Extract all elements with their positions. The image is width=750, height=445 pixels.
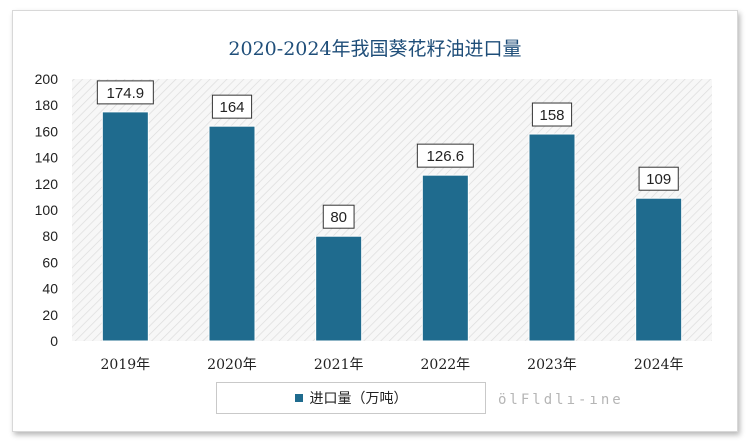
y-tick-label: 100	[35, 202, 59, 218]
data-label-box	[638, 166, 679, 191]
y-tick-label: 0	[50, 333, 58, 349]
data-label: 164	[219, 99, 244, 116]
y-tick-label: 60	[42, 254, 58, 270]
bar-2	[315, 235, 363, 342]
legend-label: 进口量（万吨）	[309, 391, 408, 407]
y-tick-label: 160	[35, 123, 59, 139]
data-label: 109	[646, 171, 671, 188]
watermark: ölFldlı-ıne	[498, 392, 624, 408]
y-tick-label: 120	[35, 176, 59, 192]
x-tick-label: 2022年	[421, 357, 471, 373]
x-tick-label: 2023年	[527, 357, 577, 373]
x-tick-label: 2020年	[207, 357, 257, 373]
y-tick-label: 140	[35, 150, 59, 166]
y-tick-label: 180	[35, 97, 59, 113]
data-label: 158	[539, 107, 564, 124]
data-label: 126.6	[427, 148, 465, 165]
legend-swatch	[294, 394, 303, 402]
x-tick-label: 2024年	[634, 357, 684, 373]
data-label: 174.9	[107, 85, 145, 102]
y-tick-label: 20	[42, 307, 58, 323]
plot-area	[72, 79, 712, 341]
chart-title: 2020-2024年我国葵花籽油进口量	[228, 38, 522, 60]
bar-4	[528, 133, 576, 342]
x-tick-label: 2019年	[101, 357, 151, 373]
data-label-box	[322, 204, 355, 229]
data-label-box	[416, 143, 474, 168]
bar-1	[208, 125, 256, 342]
data-label-box	[96, 80, 154, 105]
x-tick-label: 2021年	[314, 357, 364, 373]
data-label-box	[531, 102, 573, 127]
data-label: 80	[330, 209, 347, 226]
bar-3	[421, 174, 469, 342]
chart-legend: 进口量（万吨）	[216, 382, 486, 414]
bar-5	[635, 197, 683, 342]
y-tick-label: 80	[42, 228, 58, 244]
y-tick-label: 40	[42, 281, 58, 297]
data-label-box	[211, 94, 253, 119]
bar-0	[101, 111, 149, 342]
y-tick-label: 200	[35, 71, 59, 87]
